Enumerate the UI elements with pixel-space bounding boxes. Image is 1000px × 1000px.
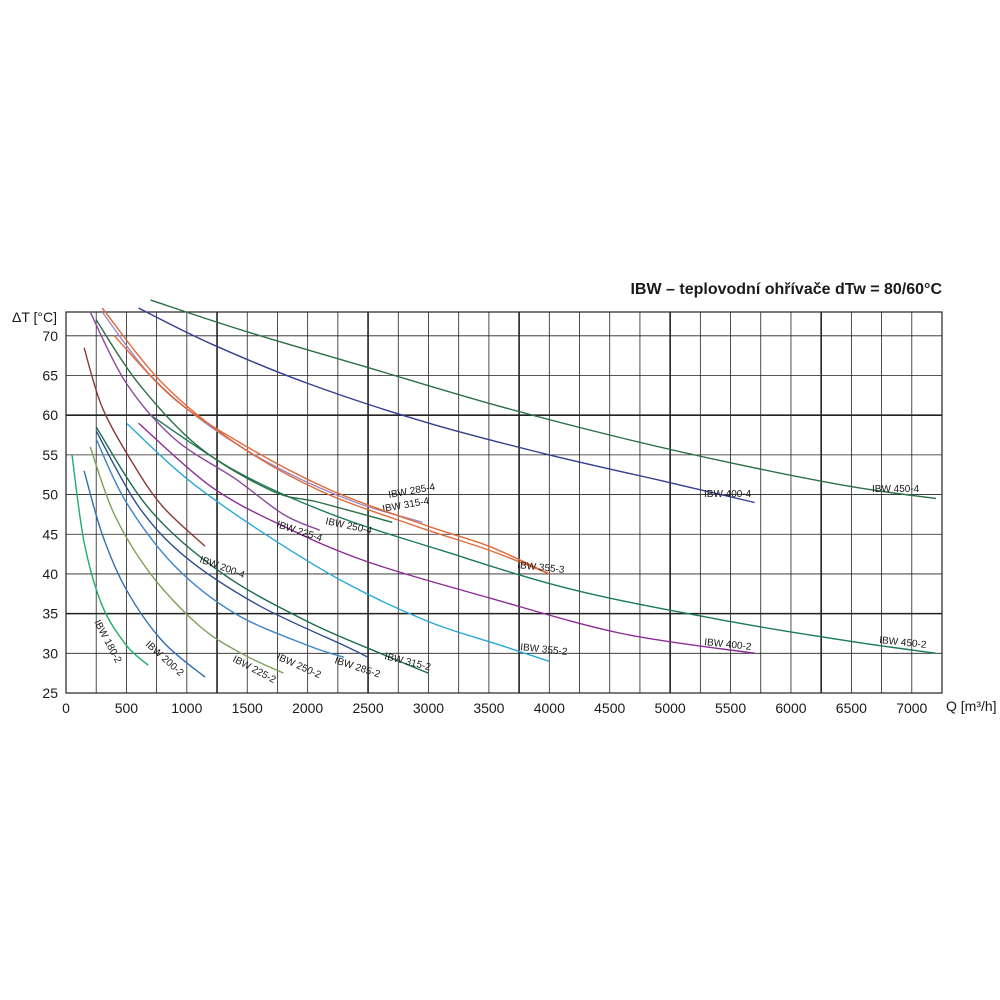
x-tick-label: 2000	[292, 700, 323, 716]
y-tick-label: 35	[42, 606, 58, 622]
x-tick-label: 4000	[534, 700, 565, 716]
x-axis-label: Q [m³/h]	[946, 698, 997, 714]
series-label-ibw-250-2: IBW 250-2	[275, 652, 323, 681]
y-tick-label: 40	[42, 566, 58, 582]
x-tick-label: 1000	[171, 700, 202, 716]
series-label-ibw-450-4: IBW 450-4	[872, 484, 920, 495]
series-label-ibw-400-4: IBW 400-4	[704, 489, 752, 500]
y-tick-label: 30	[42, 645, 58, 661]
x-tick-label: 7000	[896, 700, 927, 716]
x-tick-label: 2500	[352, 700, 383, 716]
series-label-ibw-400-2: IBW 400-2	[704, 637, 753, 653]
x-tick-label: 3500	[473, 700, 504, 716]
chart-title: IBW – teplovodní ohřívače dTw = 80/60°C	[630, 281, 942, 298]
series-line-ibw-400-4	[138, 307, 755, 504]
series-line-ibw-180-2	[71, 454, 149, 666]
series-label-ibw-450-2: IBW 450-2	[879, 635, 928, 651]
series-label-ibw-200-2: IBW 200-2	[143, 639, 186, 679]
series-line-ibw-355-2	[125, 422, 550, 662]
series-line-ibw-400-2	[138, 422, 755, 654]
series-line-ibw-200-4	[83, 347, 206, 547]
x-tick-label: 5000	[655, 700, 686, 716]
series-line-ibw-250-4	[95, 319, 393, 523]
x-tick-label: 6000	[775, 700, 806, 716]
series-label-ibw-225-2: IBW 225-2	[231, 654, 278, 686]
series-label-ibw-285-2: IBW 285-2	[333, 655, 382, 680]
x-tick-label: 0	[62, 700, 70, 716]
series-line-ibw-315-2	[95, 426, 429, 674]
series-line-ibw-450-4	[150, 299, 937, 500]
y-axis-label: ΔT [°C]	[12, 309, 57, 325]
y-tick-label: 65	[42, 368, 58, 384]
y-tick-label: 25	[42, 685, 58, 701]
x-tick-label: 4500	[594, 700, 625, 716]
series-line-ibw-250-2	[95, 438, 345, 658]
y-tick-label: 45	[42, 526, 58, 542]
series-line-ibw-355-3	[113, 335, 550, 575]
x-tick-label: 1500	[232, 700, 263, 716]
x-tick-label: 3000	[413, 700, 444, 716]
series-label-ibw-315-2: IBW 315-2	[383, 651, 432, 673]
x-tick-label: 6500	[836, 700, 867, 716]
series-line-ibw-285-2	[95, 430, 369, 658]
series-line-ibw-315-4	[101, 307, 550, 575]
y-tick-label: 55	[42, 447, 58, 463]
x-tick-label: 5500	[715, 700, 746, 716]
series-line-ibw-225-4	[89, 311, 320, 531]
plot-frame	[65, 311, 943, 694]
series-label-ibw-250-4: IBW 250-4	[324, 516, 373, 537]
y-tick-label: 50	[42, 487, 58, 503]
series-label-ibw-200-4: IBW 200-4	[198, 554, 247, 581]
y-tick-label: 70	[42, 328, 58, 344]
series-line-ibw-200-2	[83, 470, 206, 678]
y-tick-label: 60	[42, 407, 58, 423]
series-label-ibw-355-3: IBW 355-3	[517, 560, 566, 576]
series-label-ibw-225-4: IBW 225-4	[275, 519, 324, 544]
x-tick-label: 500	[115, 700, 139, 716]
series-label-ibw-355-2: IBW 355-2	[520, 642, 569, 658]
series-line-ibw-225-2	[89, 446, 284, 674]
series-line-ibw-450-2	[150, 414, 937, 654]
